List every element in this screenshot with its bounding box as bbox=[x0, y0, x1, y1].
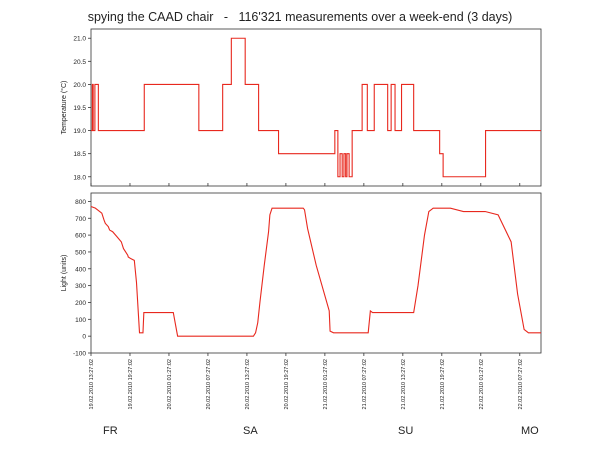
light-ytick-label-1: 0 bbox=[82, 334, 86, 341]
temperature-ytick-label-0: 18.0 bbox=[73, 174, 86, 181]
light-ytick-label-2: 100 bbox=[75, 317, 86, 324]
light-ytick-label-3: 200 bbox=[75, 300, 86, 307]
xtick-label-3: 20.02.2010 07:27:02 bbox=[206, 359, 212, 409]
day-label-mo: MO bbox=[521, 425, 539, 437]
xtick-label-2: 20.02.2010 01:27:02 bbox=[167, 359, 173, 409]
light-ytick-label-5: 400 bbox=[75, 266, 86, 273]
temperature-plot-frame bbox=[90, 28, 542, 187]
day-label-sa: SA bbox=[243, 425, 258, 437]
temperature-ytick-label-6: 21.0 bbox=[73, 36, 86, 43]
xtick-label-0: 19.02.2010 13:27:02 bbox=[89, 359, 95, 409]
light-series-line-0 bbox=[90, 205, 541, 337]
temperature-ylabel: Temperature (°C) bbox=[60, 81, 68, 135]
temperature-series-line-0 bbox=[91, 37, 541, 178]
xtick-label-6: 21.02.2010 01:27:02 bbox=[323, 359, 329, 409]
temperature-ytick-label-4: 20.0 bbox=[73, 82, 86, 89]
light-ylabel: Light (units) bbox=[61, 255, 68, 292]
xtick-label-8: 21.02.2010 13:27:02 bbox=[401, 359, 407, 409]
xtick-label-10: 22.02.2010 01:27:02 bbox=[479, 359, 485, 409]
light-ytick-label-0: -100 bbox=[73, 351, 86, 358]
xtick-label-7: 21.02.2010 07:27:02 bbox=[362, 359, 368, 409]
temperature-ytick-label-1: 18.5 bbox=[73, 151, 86, 158]
light-ytick-label-6: 500 bbox=[75, 249, 86, 256]
chart-title: spying the CAAD chair - 116'321 measurem… bbox=[87, 10, 513, 24]
temperature-ytick-label-5: 20.5 bbox=[73, 59, 86, 66]
light-ytick-label-7: 600 bbox=[75, 233, 86, 240]
light-ytick-label-8: 700 bbox=[75, 216, 86, 223]
light-ytick-label-4: 300 bbox=[75, 283, 86, 290]
temperature-ytick-label-2: 19.0 bbox=[73, 128, 86, 135]
light-panel: -100 0 100 200 300 400 500 600 700 800 Light (unit… bbox=[61, 192, 542, 358]
xtick-label-9: 21.02.2010 19:27:02 bbox=[440, 359, 446, 409]
xtick-label-4: 20.02.2010 13:27:02 bbox=[245, 359, 251, 409]
day-label-fr: FR bbox=[103, 425, 118, 437]
temperature-panel: 18.0 18.5 19.0 19.5 20.0 20.5 21.0 Temperature … bbox=[60, 28, 542, 187]
light-plot-frame bbox=[90, 192, 542, 354]
xtick-label-11: 22.02.2010 07:27:02 bbox=[518, 359, 524, 409]
temperature-ytick-label-3: 19.5 bbox=[73, 105, 86, 112]
xtick-label-1: 19.02.2010 19:27:02 bbox=[128, 359, 134, 409]
light-ytick-label-9: 800 bbox=[75, 199, 86, 206]
x-axis: 19.02.2010 13:27:02 19.02.2010 19:27:02 20… bbox=[89, 183, 524, 409]
xtick-label-5: 20.02.2010 19:27:02 bbox=[284, 359, 290, 409]
day-label-su: SU bbox=[398, 425, 414, 437]
